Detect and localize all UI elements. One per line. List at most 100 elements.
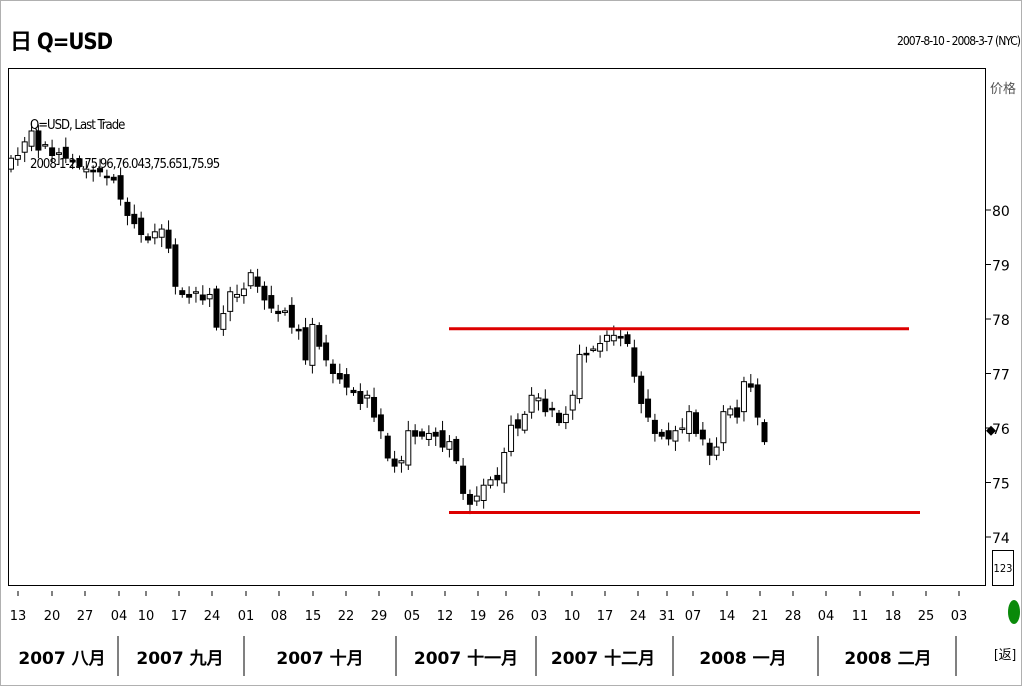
candle-body [610,334,617,342]
candle-body [617,335,624,339]
candle-body [693,412,699,434]
candle-body [302,327,309,361]
candle-body [357,390,364,404]
candle-body [706,442,713,456]
candle-body [295,328,302,332]
x-tick-label: 10 [138,609,155,624]
x-tick-label: 28 [785,609,802,624]
candle-body [679,427,686,430]
price-axis-label: 价格 [990,82,1017,97]
candle-body [21,141,28,153]
candle-body [14,155,21,160]
x-tick-label: 29 [371,609,388,624]
candle-body [90,169,97,173]
candle-body [631,347,638,377]
x-tick-label: 31 [659,609,676,624]
candle-body [28,130,35,147]
candle-body [665,430,672,440]
x-tick-label: 04 [111,609,128,624]
candle-body [590,348,597,351]
x-tick-label: 12 [437,609,454,624]
candle-body [234,293,241,298]
candle-body [460,465,467,494]
candle-body [727,408,734,416]
month-label: 2007 八月 [18,649,105,669]
candle-body [583,352,590,356]
candle-body [494,474,501,481]
candle-body [453,438,460,462]
candle-body [603,334,610,342]
x-tick-label: 14 [719,609,736,624]
candle-body [425,432,432,440]
month-label: 2007 九月 [136,649,223,669]
number-format-button[interactable]: 123 [992,550,1014,586]
y-tick-label: 74 [992,531,1010,547]
x-tick-label: 27 [77,609,94,624]
candle-body [398,460,405,464]
series-legend: Q=USD, Last Trade [30,118,125,133]
last-price-marker [986,425,996,436]
candle-body [76,158,83,167]
y-tick-label: 78 [992,313,1010,329]
candle-body [391,458,398,467]
candle-body [699,429,706,440]
plot-area [8,68,986,586]
month-label: 2008 二月 [844,649,931,669]
daily-icon: 日 [10,30,32,55]
candle-body [261,285,268,301]
x-tick-label: 25 [918,609,935,624]
candle-body [672,430,679,442]
candle-body [720,411,727,444]
candle-body [535,397,542,402]
candle-body [165,229,172,249]
x-tick-label: 22 [338,609,355,624]
candle-body [432,431,439,437]
x-tick-label: 04 [818,609,835,624]
candle-body [405,430,412,466]
symbol-label: Q=USD [36,30,113,55]
candle-body [597,343,604,352]
candle-body [172,244,179,287]
candle-body [186,293,193,298]
x-tick-label: 24 [630,609,647,624]
candle-body [275,310,282,315]
x-tick-label: 05 [404,609,421,624]
candle-body [624,334,631,345]
x-tick-label: 01 [238,609,255,624]
candle-body [740,381,747,413]
candle-body [747,383,754,388]
month-label: 2007 十月 [276,648,363,669]
candle-body [542,398,549,413]
candle-body [651,419,658,434]
candle-body [145,236,151,241]
back-button[interactable]: [返] [994,648,1017,663]
candle-body [151,231,158,239]
candle-body [179,290,186,295]
candle-body [138,217,145,236]
candle-body [97,168,104,173]
candle-body [686,411,693,434]
candle-body [247,272,254,287]
candle-body [645,398,652,418]
candle-body [62,146,69,159]
x-tick-label: 17 [597,609,614,624]
candle-body [521,413,528,431]
candle-body [350,389,357,394]
candle-body [35,130,42,151]
candle-body [761,422,768,443]
candle-body [213,288,220,328]
candle-body [473,495,480,502]
candle-body [117,175,124,200]
x-tick-label: 21 [752,609,769,624]
candle-body [514,419,521,429]
candle-body [487,479,494,486]
candle-body [754,384,761,418]
candle-body [466,493,473,505]
date-range: 2007-8-10 - 2008-3-7 (NYC) [896,34,1021,48]
candle-body [419,431,425,437]
candle-body [69,159,76,163]
candle-body [131,213,138,225]
candle-body [562,413,569,424]
candle-body [124,201,131,216]
